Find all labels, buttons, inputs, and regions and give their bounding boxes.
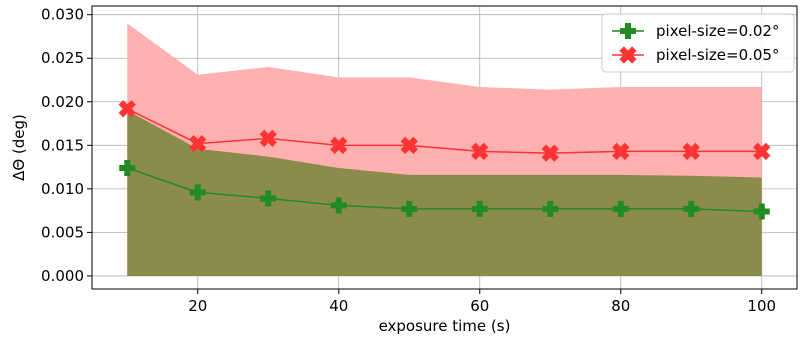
x-tick-label: 60 xyxy=(470,297,489,315)
x-tick-label: 20 xyxy=(188,297,207,315)
y-tick-label: 0.025 xyxy=(41,49,84,67)
x-marker-shape xyxy=(259,129,277,147)
x-marker-shape xyxy=(753,142,771,161)
legend: pixel-size=0.02° pixel-size=0.05° xyxy=(601,13,795,73)
data-point xyxy=(542,200,559,217)
x-marker-shape xyxy=(118,100,136,118)
data-point xyxy=(471,200,488,217)
x-marker-shape xyxy=(612,142,630,161)
x-axis-ticks: 20 40 60 80 100 xyxy=(188,289,776,315)
data-point xyxy=(330,197,347,214)
data-point xyxy=(682,142,700,161)
x-marker-shape xyxy=(471,142,489,161)
x-tick-label: 100 xyxy=(747,297,776,315)
y-tick-label: 0.000 xyxy=(41,267,84,285)
data-point xyxy=(401,200,418,217)
data-point xyxy=(619,46,637,64)
x-marker-shape xyxy=(189,134,207,153)
x-marker-shape xyxy=(682,142,700,161)
data-point xyxy=(612,200,629,217)
x-tick-label: 80 xyxy=(611,297,630,315)
error-band xyxy=(127,110,762,276)
y-tick-label: 0.020 xyxy=(41,93,84,111)
y-tick-label: 0.015 xyxy=(41,136,84,154)
data-point xyxy=(400,136,418,154)
data-point xyxy=(118,100,136,118)
y-tick-label: 0.005 xyxy=(41,223,84,241)
x-marker-shape xyxy=(330,136,348,154)
legend-label: pixel-size=0.02° xyxy=(656,22,779,40)
data-point xyxy=(471,142,489,161)
series-markers xyxy=(118,100,771,220)
data-point xyxy=(119,159,136,176)
data-point xyxy=(330,136,348,154)
y-tick-label: 0.010 xyxy=(41,180,84,198)
data-point xyxy=(259,129,277,147)
plot-frame xyxy=(91,5,798,290)
data-point xyxy=(189,134,207,153)
x-marker-shape xyxy=(619,46,637,64)
series-line xyxy=(126,108,762,154)
data-point xyxy=(753,203,770,220)
series-lines xyxy=(126,108,762,213)
x-tick-label: 40 xyxy=(329,297,348,315)
x-axis-label: exposure time (s) xyxy=(379,317,511,335)
data-point xyxy=(189,184,206,201)
y-tick-label: 0.030 xyxy=(41,6,84,24)
data-point xyxy=(683,200,700,217)
data-point xyxy=(612,142,630,161)
data-point xyxy=(260,190,277,207)
series-line xyxy=(127,167,762,213)
y-axis-label: ΔΘ (deg) xyxy=(10,114,28,181)
y-axis-ticks: 0.000 0.005 0.010 0.015 0.020 0.025 0.030 xyxy=(41,6,92,285)
legend-box xyxy=(601,13,795,73)
data-point xyxy=(541,144,559,162)
legend-label: pixel-size=0.05° xyxy=(656,46,779,64)
x-marker-shape xyxy=(400,136,418,154)
x-marker-shape xyxy=(541,144,559,162)
data-point xyxy=(753,142,771,161)
data-point xyxy=(620,23,636,39)
error-bands xyxy=(127,23,762,276)
